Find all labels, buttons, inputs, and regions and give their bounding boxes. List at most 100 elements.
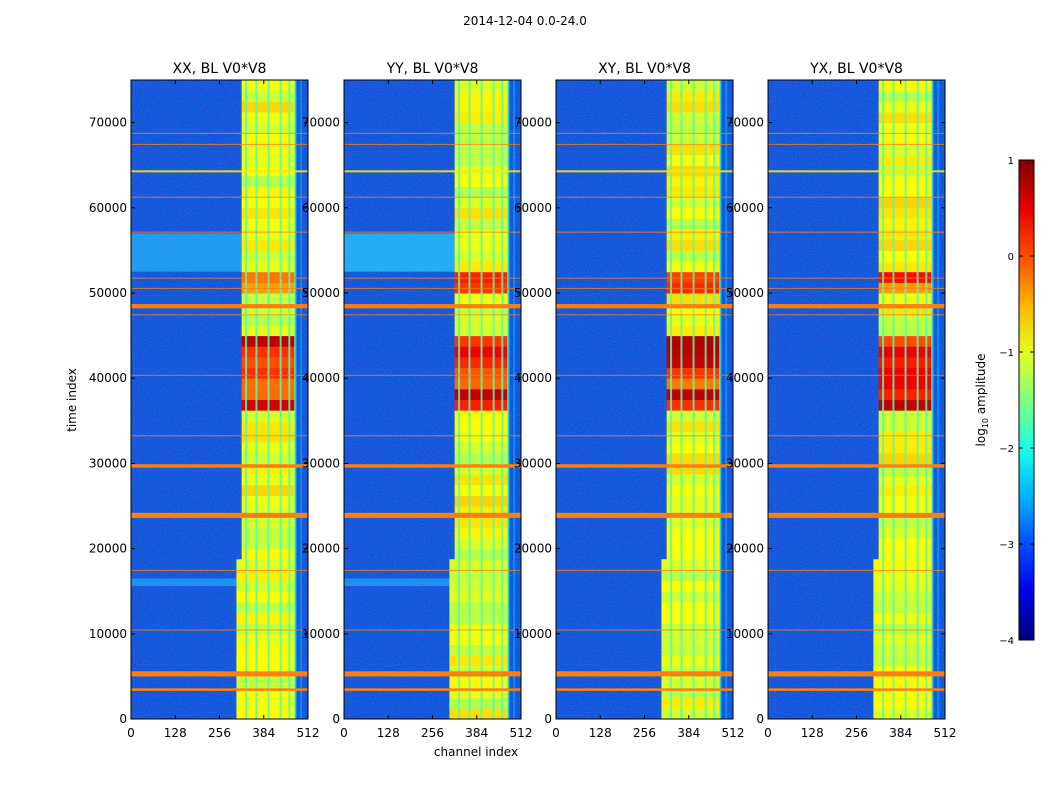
x-tick-label: 512: [934, 726, 957, 740]
rfi-segment: [661, 687, 721, 699]
colorbar-tick-label: −2: [999, 444, 1014, 455]
x-tick-label: 256: [633, 726, 656, 740]
flag-line: [556, 435, 733, 437]
channel-stripe: [508, 80, 510, 719]
flagged-time-band: [556, 304, 733, 309]
flag-line: [344, 569, 521, 571]
flag-line: [768, 277, 945, 279]
rfi-segment: [449, 633, 509, 645]
y-tick-label: 0: [332, 712, 340, 726]
channel-stripe: [492, 80, 495, 719]
heatmap-image: [556, 80, 733, 719]
flag-line: [556, 277, 733, 279]
x-tick-label: 0: [764, 726, 772, 740]
rfi-segment: [236, 655, 296, 667]
flagged-time-band: [344, 512, 521, 518]
cyan-patch: [344, 233, 455, 272]
rfi-segment: [236, 633, 296, 645]
flag-line: [768, 629, 945, 631]
rfi-segment: [236, 687, 296, 699]
colorbar-label-rest: amplitude: [974, 354, 988, 418]
rfi-segment: [449, 697, 509, 709]
rfi-segment: [236, 623, 296, 635]
flag-line: [344, 435, 521, 437]
rfi-segment: [661, 633, 721, 645]
flag-line: [344, 132, 521, 134]
rfi-segment: [661, 697, 721, 709]
flag-line: [131, 435, 308, 437]
channel-stripe: [255, 80, 258, 719]
channel-stripe: [294, 80, 297, 719]
flagged-time-band: [768, 671, 945, 677]
channel-stripe: [501, 80, 504, 719]
channel-stripe: [720, 80, 722, 719]
channel-stripe: [931, 80, 934, 719]
rfi-segment: [449, 623, 509, 635]
rfi-segment: [661, 612, 721, 624]
flag-line: [344, 374, 521, 376]
rfi-segment: [873, 676, 933, 688]
channel-stripe: [925, 80, 928, 719]
rfi-segment: [236, 612, 296, 624]
heatmap-image: [768, 80, 945, 719]
flagged-time-band: [131, 512, 308, 518]
rfi-segment: [873, 612, 933, 624]
x-tick-label: 0: [127, 726, 135, 740]
flagged-time-band: [344, 464, 521, 468]
x-tick-label: 512: [297, 726, 320, 740]
y-tick-label: 50000: [302, 286, 340, 300]
flag-line: [556, 132, 733, 134]
flag-line: [344, 170, 521, 173]
flag-line: [344, 629, 521, 631]
rfi-segment: [873, 697, 933, 709]
y-tick-label: 40000: [89, 371, 127, 385]
flag-line: [768, 435, 945, 437]
flag-line: [768, 196, 945, 198]
y-tick-label: 60000: [89, 201, 127, 215]
y-tick-label: 10000: [89, 627, 127, 641]
flag-line: [768, 374, 945, 376]
rfi-segment: [236, 644, 296, 656]
channel-stripe: [513, 80, 515, 719]
flag-line: [344, 196, 521, 198]
y-tick-label: 10000: [302, 627, 340, 641]
panel-title: YY, BL V0*V8: [386, 61, 479, 77]
flagged-time-band: [556, 512, 733, 518]
y-tick-label: 70000: [302, 116, 340, 130]
flagged-time-band: [768, 304, 945, 309]
x-tick-label: 128: [801, 726, 824, 740]
y-tick-label: 60000: [726, 201, 764, 215]
flagged-time-band: [344, 688, 521, 691]
channel-stripe: [892, 80, 895, 719]
channel-stripe: [916, 80, 919, 719]
flag-line: [556, 629, 733, 631]
channel-stripe: [279, 80, 282, 719]
x-tick-label: 256: [845, 726, 868, 740]
y-tick-label: 50000: [514, 286, 552, 300]
panel-title: XX, BL V0*V8: [173, 61, 267, 77]
rfi-segment: [661, 591, 721, 603]
x-tick-label: 128: [164, 726, 187, 740]
y-tick-label: 60000: [302, 201, 340, 215]
rfi-segment: [873, 580, 933, 592]
flag-line: [768, 170, 945, 173]
y-tick-label: 20000: [514, 542, 552, 556]
x-tick-label: 384: [252, 726, 275, 740]
channel-stripe: [468, 80, 471, 719]
channel-stripe: [932, 80, 934, 719]
x-tick-label: 128: [589, 726, 612, 740]
flag-line: [556, 287, 733, 289]
flagged-time-band: [768, 512, 945, 518]
channel-stripe: [295, 80, 297, 719]
flagged-time-band: [768, 688, 945, 691]
flag-line: [556, 374, 733, 376]
rfi-segment: [873, 687, 933, 699]
rfi-segment: [661, 601, 721, 613]
channel-stripe: [480, 80, 483, 719]
heatmap-panel-xy: XY, BL V0*V8 0 128 256 384 512 0 10000 20000 3000…: [514, 61, 745, 740]
channel-stripe: [704, 80, 707, 719]
colorbar-label-main: log: [974, 428, 988, 446]
rfi-segment: [236, 559, 296, 571]
heatmap-image: [131, 80, 308, 719]
